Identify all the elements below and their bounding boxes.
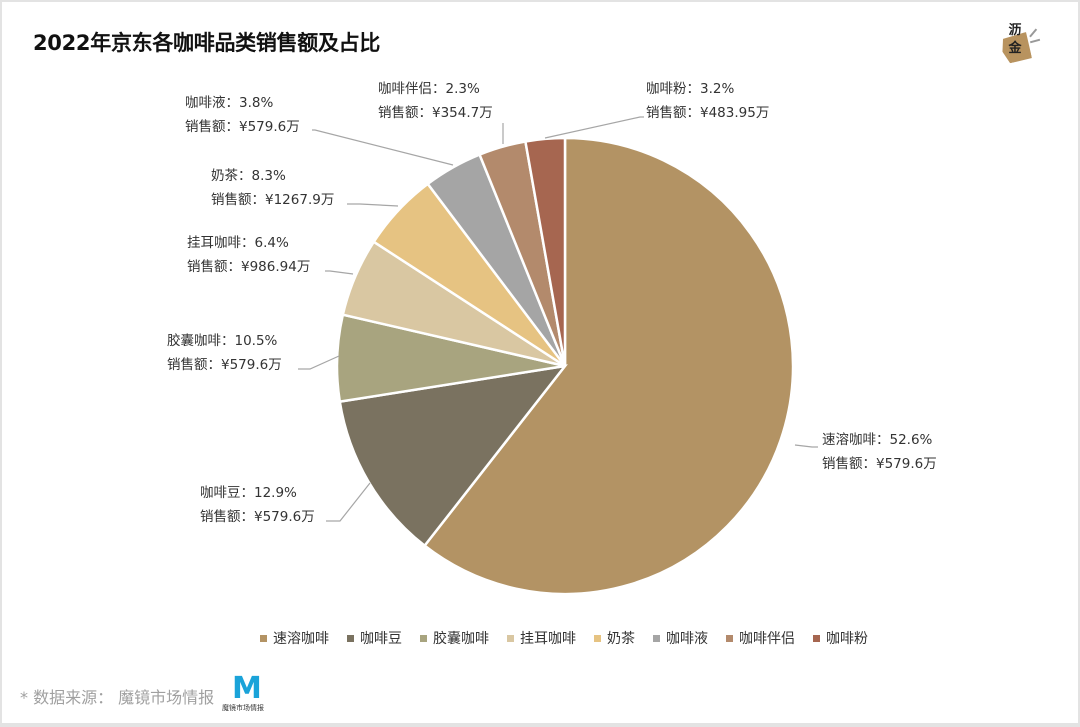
label-percent: 胶囊咖啡：10.5%: [167, 333, 278, 349]
legend-label: 咖啡液: [666, 631, 708, 647]
legend-label: 咖啡粉: [826, 631, 868, 647]
legend-label: 咖啡豆: [360, 631, 402, 647]
legend-item-咖啡液[interactable]: 咖啡液: [653, 628, 708, 648]
label-percent: 咖啡豆：12.9%: [200, 485, 297, 501]
legend-swatch-icon: [813, 634, 820, 642]
legend-item-咖啡粉[interactable]: 咖啡粉: [813, 628, 868, 648]
legend-swatch-icon: [507, 634, 514, 642]
data-label-奶茶: 奶茶：8.3% 销售额：¥1267.9万: [211, 164, 334, 212]
label-sales: 销售额：¥354.7万: [378, 105, 493, 121]
leader-line-挂耳咖啡: [325, 270, 354, 275]
label-percent: 挂耳咖啡：6.4%: [187, 235, 289, 251]
label-percent: 咖啡伴侣：2.3%: [378, 81, 480, 97]
legend-label: 奶茶: [607, 631, 635, 647]
label-percent: 奶茶：8.3%: [211, 168, 286, 184]
label-percent: 咖啡粉：3.2%: [646, 81, 735, 97]
leader-line-奶茶: [347, 203, 399, 207]
legend-label: 咖啡伴侣: [739, 631, 795, 647]
leader-line-胶囊咖啡: [298, 355, 340, 370]
leader-lines: [298, 116, 818, 522]
pie-slice-咖啡豆[interactable]: [338, 364, 568, 548]
data-label-咖啡粉: 咖啡粉：3.2% 销售额：¥483.95万: [646, 77, 769, 125]
label-percent: 咖啡液：3.8%: [185, 95, 274, 111]
legend-swatch-icon: [420, 634, 427, 642]
brand-logo: 沥 金: [998, 20, 1044, 64]
legend-label: 速溶咖啡: [273, 631, 329, 647]
data-label-速溶咖啡: 速溶咖啡：52.6% 销售额：¥579.6万: [822, 428, 937, 476]
legend-item-咖啡伴侣[interactable]: 咖啡伴侣: [726, 628, 795, 648]
label-sales: 销售额：¥579.6万: [822, 456, 937, 472]
data-label-咖啡液: 咖啡液：3.8% 销售额：¥579.6万: [185, 91, 300, 139]
legend-swatch-icon: [260, 634, 267, 642]
logo-char-top: 沥: [1008, 23, 1022, 38]
data-label-咖啡伴侣: 咖啡伴侣：2.3% 销售额：¥354.7万: [378, 77, 493, 125]
label-sales: 销售额：¥579.6万: [185, 119, 300, 135]
legend-item-速溶咖啡[interactable]: 速溶咖啡: [260, 628, 329, 648]
logo-char-bottom: 金: [1008, 41, 1022, 56]
legend-item-咖啡豆[interactable]: 咖啡豆: [347, 628, 402, 648]
leader-line-速溶咖啡: [794, 444, 818, 448]
mojing-m-icon: M: [232, 671, 262, 706]
legend-swatch-icon: [726, 634, 733, 642]
label-sales: 销售额：¥579.6万: [200, 509, 315, 525]
label-sales: 销售额：¥986.94万: [187, 259, 311, 275]
logo-text: 沥 金: [1007, 22, 1023, 58]
legend-swatch-icon: [653, 634, 660, 642]
leader-line-咖啡液: [312, 129, 454, 166]
legend-label: 挂耳咖啡: [520, 631, 576, 647]
label-percent: 速溶咖啡：52.6%: [822, 432, 933, 448]
label-sales: 销售额：¥579.6万: [167, 357, 282, 373]
legend-item-挂耳咖啡[interactable]: 挂耳咖啡: [507, 628, 576, 648]
legend-swatch-icon: [594, 634, 601, 642]
legend-item-奶茶[interactable]: 奶茶: [594, 628, 635, 648]
pie-slices: [335, 136, 795, 596]
data-label-胶囊咖啡: 胶囊咖啡：10.5% 销售额：¥579.6万: [167, 329, 282, 377]
pie-slice-速溶咖啡[interactable]: [422, 136, 795, 596]
leader-line-咖啡豆: [326, 482, 371, 522]
data-label-挂耳咖啡: 挂耳咖啡：6.4% 销售额：¥986.94万: [187, 231, 310, 279]
label-sales: 销售额：¥483.95万: [646, 105, 770, 121]
legend-label: 胶囊咖啡: [433, 631, 489, 647]
leader-line-咖啡粉: [544, 116, 644, 139]
mojing-brand-name: 魔镜市场情报: [222, 704, 264, 712]
legend-item-胶囊咖啡[interactable]: 胶囊咖啡: [420, 628, 489, 648]
legend-swatch-icon: [347, 634, 354, 642]
mojing-logo: M 魔镜市场情报: [220, 671, 272, 713]
chart-legend: 速溶咖啡 咖啡豆 胶囊咖啡 挂耳咖啡 奶茶 咖啡液 咖啡伴侣 咖啡粉: [260, 628, 886, 648]
pie-slice-咖啡粉[interactable]: [523, 136, 567, 367]
data-source-note: * 数据来源： 魔镜市场情报: [20, 688, 215, 707]
data-label-咖啡豆: 咖啡豆：12.9% 销售额：¥579.6万: [200, 481, 315, 529]
chart-title: 2022年京东各咖啡品类销售额及占比: [33, 31, 381, 55]
label-sales: 销售额：¥1267.9万: [211, 192, 335, 208]
